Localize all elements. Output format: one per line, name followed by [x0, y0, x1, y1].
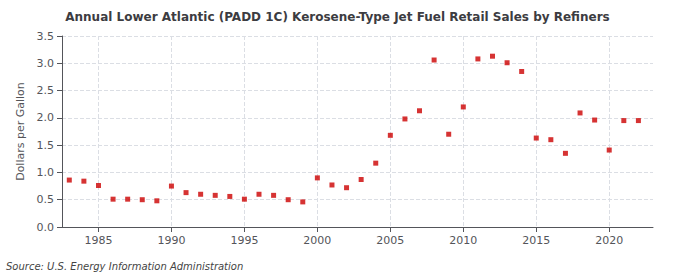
svg-text:2010: 2010	[449, 234, 477, 247]
svg-text:Annual Lower Atlantic (PADD 1C: Annual Lower Atlantic (PADD 1C) Kerosene…	[65, 10, 610, 24]
svg-text:1.5: 1.5	[37, 139, 55, 152]
svg-text:2015: 2015	[522, 234, 550, 247]
svg-text:3.5: 3.5	[37, 30, 55, 43]
svg-text:2000: 2000	[303, 234, 331, 247]
svg-text:2020: 2020	[595, 234, 623, 247]
svg-text:1990: 1990	[157, 234, 185, 247]
svg-text:2.5: 2.5	[37, 84, 55, 97]
svg-text:2.0: 2.0	[37, 111, 55, 124]
svg-text:0.5: 0.5	[37, 193, 55, 206]
svg-text:1995: 1995	[230, 234, 258, 247]
svg-text:2005: 2005	[376, 234, 404, 247]
svg-text:Source: U.S. Energy Informatio: Source: U.S. Energy Information Administ…	[6, 261, 243, 272]
svg-text:0.0: 0.0	[37, 221, 55, 234]
svg-text:1.0: 1.0	[37, 166, 55, 179]
svg-text:Dollars per Gallon: Dollars per Gallon	[14, 82, 27, 181]
svg-text:3.0: 3.0	[37, 57, 55, 70]
svg-text:1985: 1985	[84, 234, 112, 247]
